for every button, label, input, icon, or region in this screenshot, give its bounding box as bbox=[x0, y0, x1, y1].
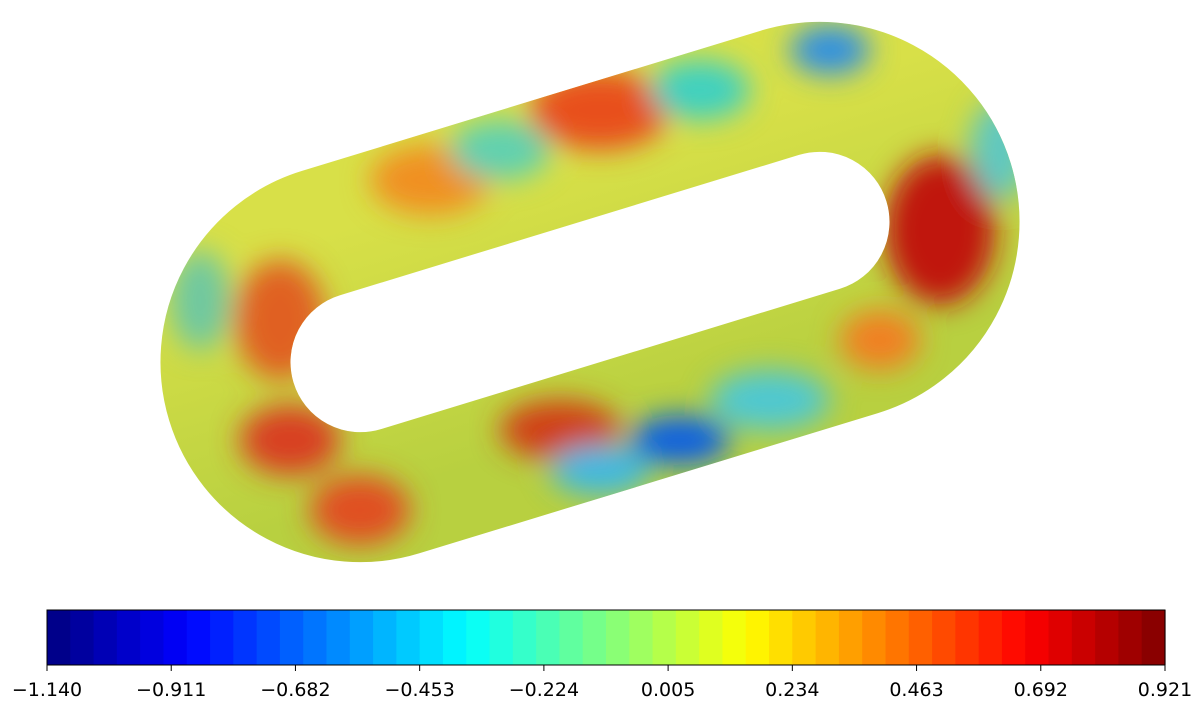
tick-label: 0.234 bbox=[765, 679, 819, 701]
colorbar-segment bbox=[186, 610, 211, 665]
colorbar-segment bbox=[1141, 610, 1166, 665]
colorbar-segment bbox=[1095, 610, 1120, 665]
colorbar-segment bbox=[140, 610, 165, 665]
colorbar-segment bbox=[722, 610, 747, 665]
colorbar-segment bbox=[326, 610, 351, 665]
colorbar-segment bbox=[233, 610, 258, 665]
colorbar-segment bbox=[163, 610, 188, 665]
tick-label: −0.682 bbox=[260, 679, 330, 701]
colorbar-frame bbox=[46, 609, 1166, 666]
colorbar-segment bbox=[745, 610, 770, 665]
colorbar-segment bbox=[675, 610, 700, 665]
colorbar-segment bbox=[466, 610, 491, 665]
colorbar-segment bbox=[303, 610, 328, 665]
colorbar-segment bbox=[582, 610, 607, 665]
colorbar-segment bbox=[606, 610, 630, 665]
tick-label: −1.140 bbox=[12, 679, 82, 701]
colorbar-segment bbox=[652, 610, 677, 665]
colorbar-segment bbox=[955, 610, 980, 665]
colorbar-segment bbox=[838, 610, 863, 665]
colorbar-segment bbox=[210, 610, 234, 665]
tick-label: −0.224 bbox=[509, 679, 579, 701]
colorbar-segment bbox=[419, 610, 444, 665]
colorbar: −1.140 −0.911 −0.682 −0.453 −0.224 0.005 0.234… bbox=[12, 609, 1192, 701]
tick-label: 0.692 bbox=[1014, 679, 1068, 701]
tick-label: −0.453 bbox=[385, 679, 455, 701]
colorbar-segment bbox=[815, 610, 840, 665]
colorbar-segment bbox=[629, 610, 654, 665]
colorbar-segment bbox=[885, 610, 910, 665]
colorbar-segment bbox=[792, 610, 817, 665]
tick-label: 0.463 bbox=[889, 679, 943, 701]
colorbar-segment bbox=[536, 610, 561, 665]
colorbar-segment bbox=[1025, 610, 1050, 665]
colorbar-segment bbox=[1118, 610, 1143, 665]
colorbar-segment bbox=[70, 610, 95, 665]
colorbar-segment bbox=[1048, 610, 1073, 665]
colorbar-segment bbox=[559, 610, 584, 665]
colorbar-segment bbox=[862, 610, 887, 665]
colorbar-segment bbox=[47, 610, 71, 665]
tick-label: 0.921 bbox=[1138, 679, 1192, 701]
colorbar-segment bbox=[769, 610, 793, 665]
colorbar-segment bbox=[279, 610, 304, 665]
colorbar-segment bbox=[1071, 610, 1096, 665]
colorbar-segment bbox=[373, 610, 397, 665]
colorbar-segment bbox=[489, 610, 514, 665]
colorbar-segment bbox=[349, 610, 374, 665]
colorbar-segment bbox=[442, 610, 467, 665]
tick-label: −0.911 bbox=[136, 679, 206, 701]
colorbar-segment bbox=[256, 610, 281, 665]
colorbar-segment bbox=[116, 610, 141, 665]
colorbar-segment bbox=[699, 610, 724, 665]
colorbar-segment bbox=[396, 610, 421, 665]
torus-render bbox=[160, 21, 1030, 563]
tick-label: 0.005 bbox=[641, 679, 695, 701]
colorbar-segment bbox=[1001, 610, 1026, 665]
colorbar-segment bbox=[512, 610, 537, 665]
colorbar-segment bbox=[908, 610, 933, 665]
colorbar-segment bbox=[932, 610, 956, 665]
colorbar-segment bbox=[978, 610, 1003, 665]
colorbar-segment bbox=[93, 610, 118, 665]
